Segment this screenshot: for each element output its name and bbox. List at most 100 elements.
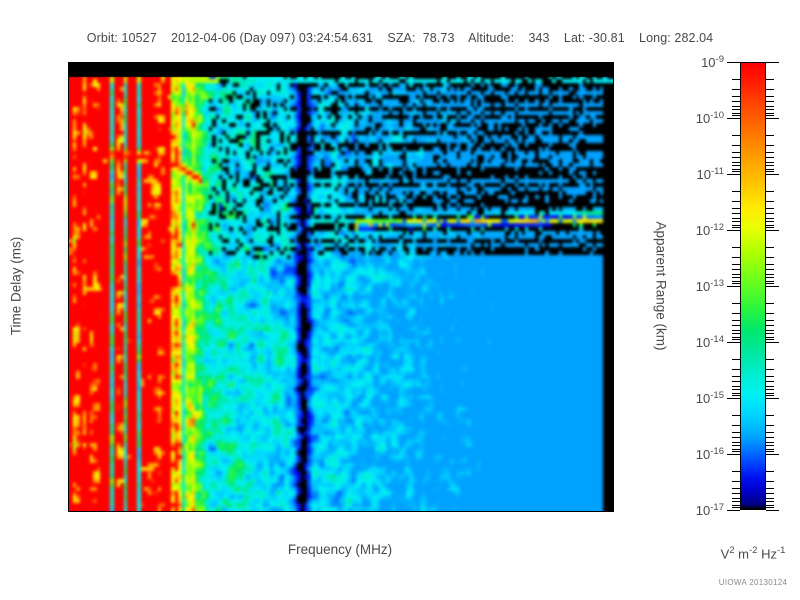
colorbar-tick: [766, 263, 774, 265]
x-tick-bottom: [432, 511, 433, 512]
colorbar-tick: [732, 165, 740, 167]
colorbar-units-label: V2 m-2 Hz-1: [720, 545, 786, 562]
colorbar-tick: [732, 161, 740, 163]
colorbar-tick: [727, 230, 740, 231]
y-tick-left: [68, 148, 69, 149]
x-tick-top: [613, 62, 614, 63]
colorbar-tick: [732, 263, 740, 265]
x-tick-top: [210, 62, 211, 63]
colorbar-tick: [732, 151, 740, 153]
colorbar-tick: [766, 286, 779, 287]
colorbar-tick: [732, 246, 740, 248]
colorbar-tick: [732, 213, 740, 215]
x-tick-top: [583, 62, 584, 63]
colorbar-tick-label: 10-17: [695, 501, 724, 519]
x-tick-top: [492, 62, 493, 63]
colorbar-tick: [732, 302, 740, 304]
y-tick-left: [68, 463, 69, 464]
header-text: Orbit: 10527 2012-04-06 (Day 097) 03:24:…: [86, 31, 714, 45]
y-tick-left: [68, 257, 69, 258]
colorbar-tick: [732, 333, 740, 335]
colorbar-tick: [732, 109, 740, 111]
x-tick-bottom: [532, 511, 533, 512]
colorbar-tick: [766, 118, 779, 119]
y-tick-right: [613, 305, 614, 306]
x-tick-bottom: [281, 511, 282, 512]
x-tick-top: [522, 62, 523, 63]
colorbar-tick: [732, 283, 740, 285]
colorbar-tick: [766, 207, 774, 209]
colorbar: 10-9 10-10 10-11 10-12 10-13 10-14 10-15 10-16 1…: [696, 54, 779, 518]
colorbar-tick: [766, 134, 774, 136]
colorbar-tick: [766, 507, 774, 509]
x-tick-bottom: [250, 511, 251, 512]
x-tick-bottom: [371, 511, 372, 512]
colorbar-tick: [766, 280, 774, 282]
x-tick-top: [230, 62, 231, 63]
y-tick-left: [68, 438, 69, 439]
colorbar-tick: [766, 256, 774, 258]
colorbar-tick: [732, 168, 740, 170]
y-tick-left: [68, 378, 69, 379]
colorbar-tick: [732, 445, 740, 447]
x-tick-top: [472, 62, 473, 63]
colorbar-tick: [732, 504, 740, 506]
colorbar-tick: [766, 174, 779, 175]
colorbar-tick: [727, 62, 740, 63]
colorbar-tick: [727, 118, 740, 119]
colorbar-tick: [766, 157, 774, 159]
colorbar-tick: [732, 207, 740, 209]
colorbar-tick: [766, 451, 774, 453]
y-tick-left: [68, 305, 69, 306]
x-tick-top: [412, 62, 413, 63]
colorbar-tick: [766, 339, 774, 341]
colorbar-tick: [766, 454, 779, 455]
colorbar-tick: [732, 312, 740, 314]
y-tick-left: [68, 160, 69, 161]
colorbar-tick: [766, 105, 774, 107]
x-tick-bottom: [260, 511, 261, 512]
x-tick-bottom: [502, 511, 503, 512]
colorbar-tick-label: 10-13: [695, 277, 724, 295]
x-tick-bottom: [150, 511, 151, 512]
y-tick-right: [613, 184, 614, 185]
x-tick-top: [512, 62, 513, 63]
colorbar-tick: [766, 190, 774, 192]
x-tick-bottom: [341, 511, 342, 512]
spectrogram-canvas: [69, 63, 613, 511]
x-tick-bottom: [160, 511, 161, 512]
x-axis-title: Frequency (MHz): [287, 542, 393, 557]
x-tick-bottom: [563, 511, 564, 512]
x-tick-bottom: [301, 511, 302, 512]
x-tick-top: [180, 62, 181, 63]
y-tick-right: [613, 426, 614, 427]
x-tick-top: [301, 62, 302, 63]
colorbar-tick: [766, 497, 774, 499]
credit-label: UIOWA 20130124: [718, 578, 788, 587]
y-tick-left: [68, 233, 69, 234]
x-tick-bottom: [553, 511, 554, 512]
x-tick-bottom: [109, 511, 110, 512]
colorbar-tick-label: 10-15: [695, 389, 724, 407]
y-tick-left: [68, 475, 69, 476]
x-tick-bottom: [542, 511, 543, 512]
colorbar-tick: [766, 487, 774, 489]
colorbar-tick: [732, 134, 740, 136]
x-tick-top: [422, 62, 423, 63]
colorbar-tick: [766, 227, 774, 229]
x-tick-bottom: [220, 511, 221, 512]
colorbar-tick: [732, 368, 740, 370]
x-tick-bottom: [351, 511, 352, 512]
x-tick-top: [240, 62, 241, 63]
y-tick-right: [613, 346, 614, 347]
colorbar-tick: [732, 227, 740, 229]
colorbar-tick: [766, 385, 774, 387]
x-tick-bottom: [200, 511, 201, 512]
colorbar-tick: [727, 174, 740, 175]
colorbar-tick: [766, 165, 774, 167]
colorbar-tick: [766, 392, 774, 394]
colorbar-tick: [732, 339, 740, 341]
colorbar-tick: [732, 88, 740, 90]
x-tick-top: [462, 62, 463, 63]
y-tick-right: [613, 144, 614, 145]
